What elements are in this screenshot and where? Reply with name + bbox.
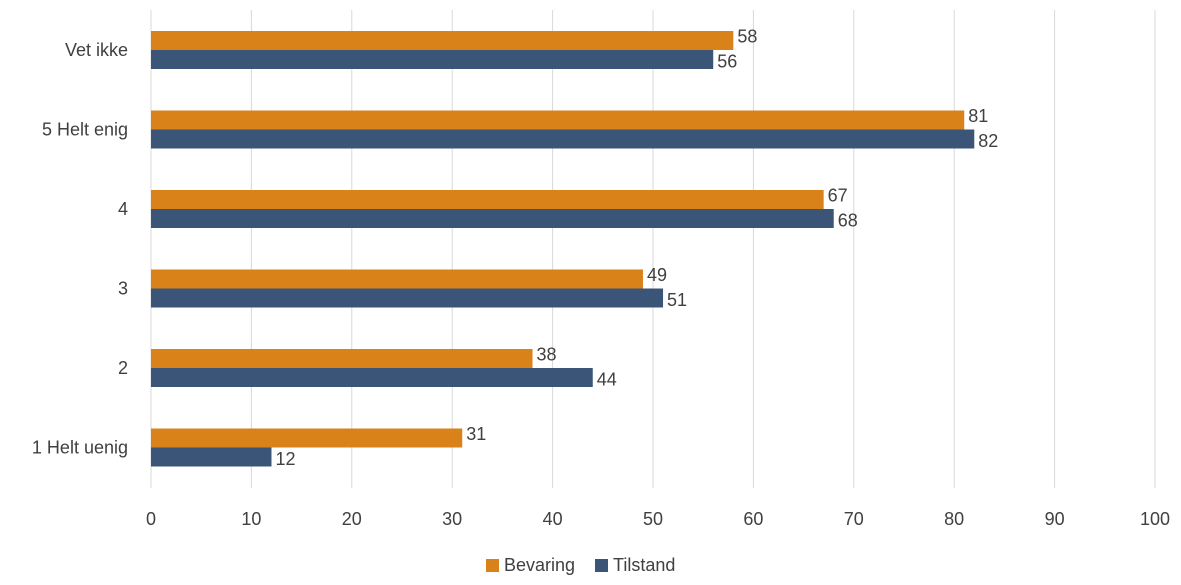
category-label: 2 xyxy=(118,358,128,378)
bar-tilstand xyxy=(151,209,834,228)
data-label: 38 xyxy=(537,345,557,365)
bar-bevaring xyxy=(151,31,734,50)
bar-bevaring xyxy=(151,269,643,289)
data-label: 58 xyxy=(737,27,757,47)
category-label: 3 xyxy=(118,279,128,299)
category-labels: Vet ikke 5 Helt enig 4 3 2 1 Helt uenig xyxy=(32,40,128,458)
category-label: Vet ikke xyxy=(65,40,128,60)
x-tick-label: 10 xyxy=(241,509,261,529)
bar-tilstand xyxy=(151,368,593,387)
x-tick-label: 70 xyxy=(844,509,864,529)
category-label: 1 Helt uenig xyxy=(32,438,128,458)
gridlines xyxy=(150,10,1156,488)
data-label: 68 xyxy=(838,211,858,231)
data-label: 51 xyxy=(667,290,687,310)
x-tick-label: 100 xyxy=(1140,509,1170,529)
x-tick-label: 0 xyxy=(146,509,156,529)
x-tick-label: 40 xyxy=(543,509,563,529)
bar-bevaring xyxy=(151,428,463,448)
category-label: 4 xyxy=(118,199,128,219)
x-tick-label: 80 xyxy=(944,509,964,529)
x-axis-ticks: 0 10 20 30 40 50 60 70 80 90 100 xyxy=(146,509,1170,529)
bar-bevaring xyxy=(151,110,965,130)
data-label: 12 xyxy=(275,449,295,469)
bars xyxy=(151,31,975,467)
legend-swatch-tilstand xyxy=(595,559,608,572)
data-label: 67 xyxy=(828,186,848,206)
data-label: 49 xyxy=(647,265,667,285)
x-tick-label: 90 xyxy=(1045,509,1065,529)
category-label: 5 Helt enig xyxy=(42,120,128,140)
data-label: 82 xyxy=(978,131,998,151)
x-tick-label: 60 xyxy=(743,509,763,529)
legend-label: Tilstand xyxy=(613,555,675,575)
bar-tilstand xyxy=(151,129,975,149)
data-label: 44 xyxy=(597,370,617,390)
x-tick-label: 30 xyxy=(442,509,462,529)
legend-swatch-bevaring xyxy=(486,559,499,572)
data-label: 56 xyxy=(717,52,737,72)
data-label: 81 xyxy=(968,106,988,126)
bar-bevaring xyxy=(151,190,824,209)
bar-tilstand xyxy=(151,50,714,69)
bar-tilstand xyxy=(151,288,664,308)
x-tick-label: 50 xyxy=(643,509,663,529)
data-label: 31 xyxy=(466,424,486,444)
x-tick-label: 20 xyxy=(342,509,362,529)
bar-bevaring xyxy=(151,349,533,368)
legend-label: Bevaring xyxy=(504,555,575,575)
legend: Bevaring Tilstand xyxy=(486,555,675,575)
bar-tilstand xyxy=(151,447,272,467)
